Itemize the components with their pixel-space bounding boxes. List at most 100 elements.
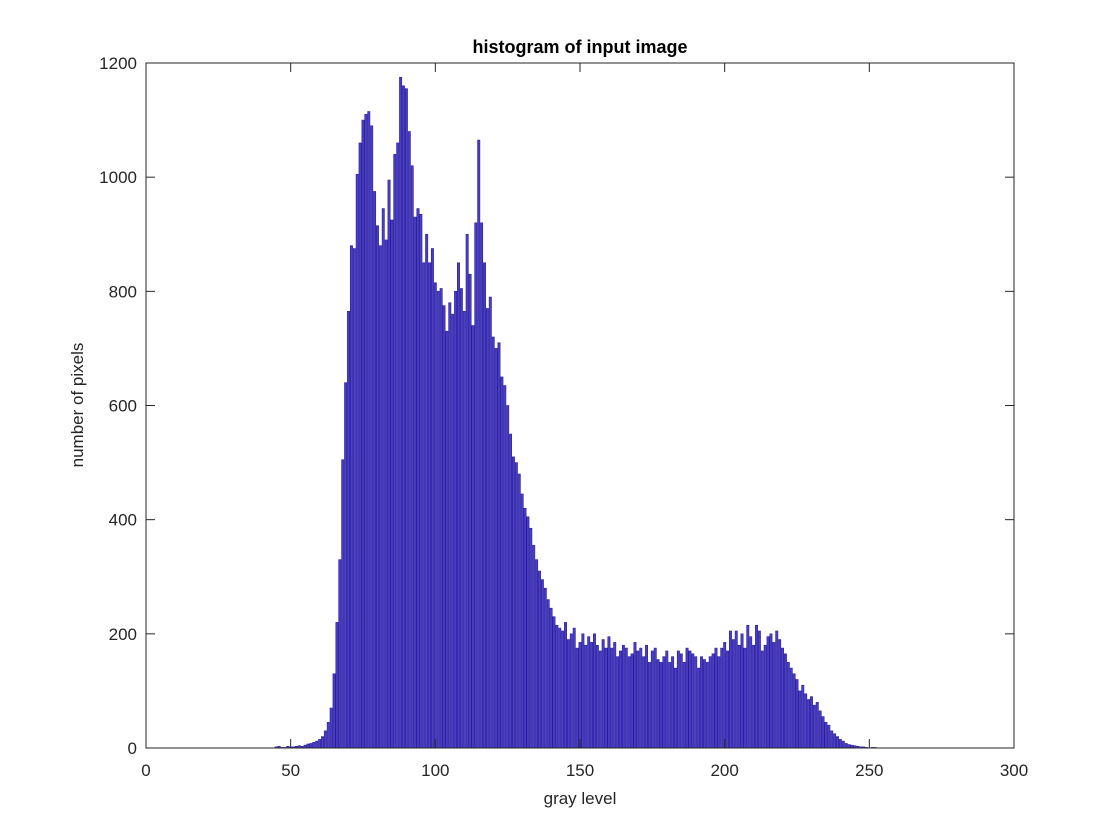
bar xyxy=(532,545,536,749)
bar xyxy=(691,653,695,749)
bar xyxy=(491,336,495,749)
bar xyxy=(445,330,449,749)
bar xyxy=(685,647,689,749)
bar xyxy=(347,311,350,749)
bar xyxy=(778,639,782,749)
bar xyxy=(694,656,698,749)
bar xyxy=(833,733,837,749)
bar xyxy=(552,616,556,749)
bar xyxy=(737,644,741,749)
bar xyxy=(824,722,828,749)
bar xyxy=(639,647,643,749)
bar xyxy=(604,647,608,749)
bar xyxy=(425,233,429,749)
bar xyxy=(679,653,683,749)
bar xyxy=(807,699,811,749)
bar xyxy=(402,85,405,749)
bar xyxy=(705,662,709,749)
bar xyxy=(503,385,507,749)
bar xyxy=(465,233,469,749)
bar xyxy=(439,288,443,749)
bar xyxy=(413,216,417,749)
bar xyxy=(457,262,460,749)
bar xyxy=(601,639,605,749)
bar xyxy=(358,142,362,749)
bar xyxy=(323,730,327,749)
bar xyxy=(540,579,544,749)
bar xyxy=(783,653,787,749)
bar xyxy=(671,656,675,749)
bar xyxy=(836,736,839,749)
y-axis-label: number of pixels xyxy=(68,343,87,468)
bar xyxy=(477,139,481,749)
bar xyxy=(731,639,735,749)
bar xyxy=(656,659,660,749)
bar xyxy=(428,262,432,749)
bar xyxy=(847,744,851,749)
bar xyxy=(523,507,527,749)
bar xyxy=(647,662,651,749)
bar xyxy=(769,633,773,749)
bar xyxy=(433,282,437,749)
bar xyxy=(821,716,825,749)
bar xyxy=(370,125,374,749)
bar xyxy=(462,311,466,749)
bar xyxy=(312,741,316,749)
bar xyxy=(480,222,484,749)
bar xyxy=(338,559,342,749)
bar xyxy=(396,142,400,749)
bar xyxy=(485,308,489,749)
bar xyxy=(676,650,680,749)
bar xyxy=(650,650,654,749)
bar xyxy=(645,644,649,749)
y-tick-label: 400 xyxy=(109,511,137,530)
bar xyxy=(549,607,553,749)
bar xyxy=(587,636,591,749)
bar xyxy=(743,647,747,749)
bar xyxy=(818,710,822,749)
bar xyxy=(384,239,388,749)
bar xyxy=(344,382,348,749)
bar xyxy=(755,624,758,749)
bar xyxy=(566,639,570,749)
bar xyxy=(830,730,834,749)
bar xyxy=(665,650,669,749)
x-axis-label: gray level xyxy=(544,789,617,808)
bar xyxy=(581,633,585,749)
bar xyxy=(326,722,330,749)
bar xyxy=(509,433,513,749)
bar xyxy=(812,704,816,749)
bar xyxy=(451,313,455,749)
bar xyxy=(810,696,813,749)
bar xyxy=(335,622,339,749)
x-tick-label: 250 xyxy=(855,761,883,780)
bar xyxy=(318,739,322,749)
bar xyxy=(474,222,478,749)
bar xyxy=(393,154,397,749)
bar xyxy=(616,656,620,749)
bar xyxy=(619,650,622,749)
bar xyxy=(584,644,588,749)
bar xyxy=(407,131,411,749)
bar xyxy=(520,493,524,749)
bar xyxy=(740,633,744,749)
bar xyxy=(792,673,796,749)
bar xyxy=(682,662,686,749)
x-tick-label: 300 xyxy=(1000,761,1028,780)
bar xyxy=(569,633,573,749)
bar xyxy=(593,633,596,749)
bar xyxy=(610,647,614,749)
bar xyxy=(700,656,703,749)
y-tick-label: 800 xyxy=(109,282,137,301)
bar xyxy=(844,743,848,749)
bar xyxy=(349,245,353,749)
bar xyxy=(459,288,463,749)
bar xyxy=(590,642,594,749)
bar xyxy=(711,653,715,749)
bar xyxy=(595,644,599,749)
bar xyxy=(702,659,706,749)
y-tick-label: 200 xyxy=(109,625,137,644)
bar xyxy=(613,642,617,749)
bar xyxy=(419,213,423,749)
bar xyxy=(786,662,790,749)
